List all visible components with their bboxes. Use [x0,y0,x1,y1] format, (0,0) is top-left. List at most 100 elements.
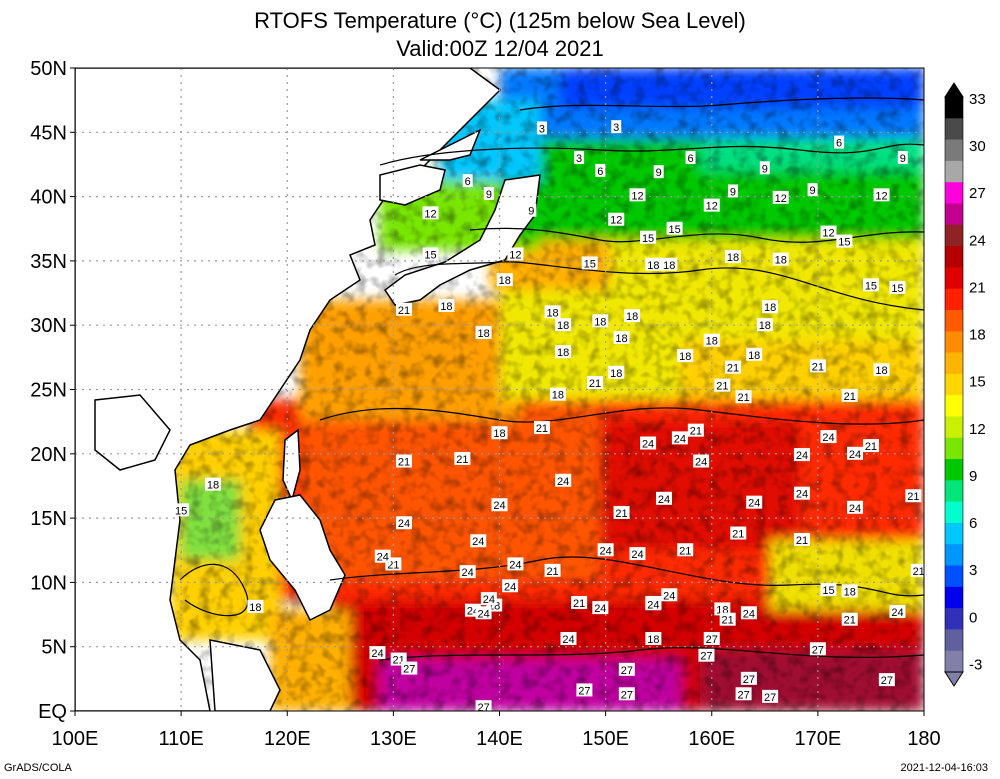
lat-tick-label: 50N [30,58,67,80]
contour-label: 6 [462,174,473,188]
contour-label: 27 [809,642,826,656]
contour-label: 18 [544,305,561,319]
svg-text:21: 21 [865,441,877,453]
contour-label: 21 [719,612,736,627]
svg-text:18: 18 [844,586,856,598]
svg-text:24: 24 [557,476,569,488]
svg-text:9: 9 [528,206,534,218]
lat-tick-label: 25N [30,380,67,402]
svg-text:18: 18 [557,320,569,332]
svg-text:18: 18 [440,301,452,313]
svg-text:18: 18 [748,350,760,362]
svg-text:18: 18 [493,428,505,440]
contour-label: 21 [687,423,704,438]
contour-label: 21 [587,376,604,390]
contour-label: 3 [574,151,585,165]
svg-text:24: 24 [600,545,612,557]
contour-label: 18 [645,257,662,272]
contour-label: 24 [507,557,524,571]
svg-text:18: 18 [499,275,511,287]
contour-label: 24 [592,601,609,615]
colorbar-swatch [945,224,963,247]
svg-text:3: 3 [576,153,582,165]
svg-text:18: 18 [775,255,787,267]
svg-text:21: 21 [727,363,739,375]
colorbar-label: 27 [969,185,986,202]
svg-text:21: 21 [546,566,558,578]
contour-label: 24 [847,446,864,461]
contour-label: 24 [597,543,614,557]
svg-text:21: 21 [398,457,410,469]
contour-label: 24 [502,579,519,593]
svg-text:6: 6 [687,153,693,165]
svg-text:18: 18 [610,368,622,380]
contour-label: 27 [740,671,757,686]
svg-text:21: 21 [589,378,601,390]
contour-label: 6 [834,135,845,150]
contour-label: 27 [618,687,635,701]
contour-label: 21 [862,439,879,453]
svg-text:24: 24 [377,552,389,564]
contour-label: 6 [685,151,696,165]
contour-label: 18 [608,365,625,380]
lat-tick-label: 30N [30,315,67,337]
colorbar-label: 3 [969,562,977,579]
svg-text:18: 18 [759,320,771,332]
contour-label: 18 [841,584,858,598]
contour-label: 24 [369,646,386,660]
svg-text:27: 27 [743,674,755,686]
colorbar-swatch [945,522,963,545]
svg-text:21: 21 [732,529,744,541]
contour-label: 24 [470,534,487,548]
contour-label: 18 [496,273,513,287]
svg-text:21: 21 [844,391,856,403]
svg-text:24: 24 [674,433,686,445]
contour-label: 21 [730,526,747,541]
land-masses [75,68,541,711]
svg-text:21: 21 [907,491,919,503]
colorbar-swatch [945,309,963,332]
colorbar-swatch [945,459,963,481]
svg-text:15: 15 [865,280,877,292]
svg-text:21: 21 [844,615,856,627]
contour-label: 15 [581,256,598,270]
svg-text:15: 15 [822,585,834,597]
svg-text:15: 15 [838,237,850,249]
svg-text:27: 27 [737,689,749,701]
software-credit: GrADS/COLA [4,762,72,774]
lat-tick-label: 45N [30,122,67,144]
contour-label: 9 [759,161,770,175]
contour-label: 21 [793,532,810,547]
contour-label: 24 [491,498,508,512]
contour-label: 27 [475,700,492,711]
contour-label: 3 [536,121,547,135]
svg-text:6: 6 [465,176,471,188]
contour-label: 21 [905,489,922,503]
svg-text:9: 9 [486,189,492,201]
contour-label: 18 [555,345,572,359]
contour-label: 15 [666,221,683,236]
contour-label: 27 [878,673,895,687]
colorbar-swatch [945,395,963,417]
lat-tick-label: 10N [30,572,67,594]
svg-text:18: 18 [663,260,675,272]
svg-text:18: 18 [477,328,489,340]
svg-text:12: 12 [424,208,436,220]
contour-label: 21 [533,421,550,435]
contour-label: 21 [571,595,588,610]
lat-tick-label: 20N [30,444,67,466]
svg-text:18: 18 [679,351,691,363]
svg-text:24: 24 [493,500,505,512]
svg-text:15: 15 [424,249,436,261]
colorbar-label: 18 [969,327,986,344]
contour-label: 18 [438,298,455,313]
contour-label: 9 [727,184,738,198]
contour-label: 3 [611,120,622,134]
contour-label: 15 [889,280,906,295]
lon-tick-label: 100E [52,728,99,750]
contour-label: 24 [671,431,688,445]
svg-text:18: 18 [626,311,638,323]
svg-text:15: 15 [891,283,903,295]
svg-text:3: 3 [539,123,545,135]
contour-label: 21 [714,378,731,393]
